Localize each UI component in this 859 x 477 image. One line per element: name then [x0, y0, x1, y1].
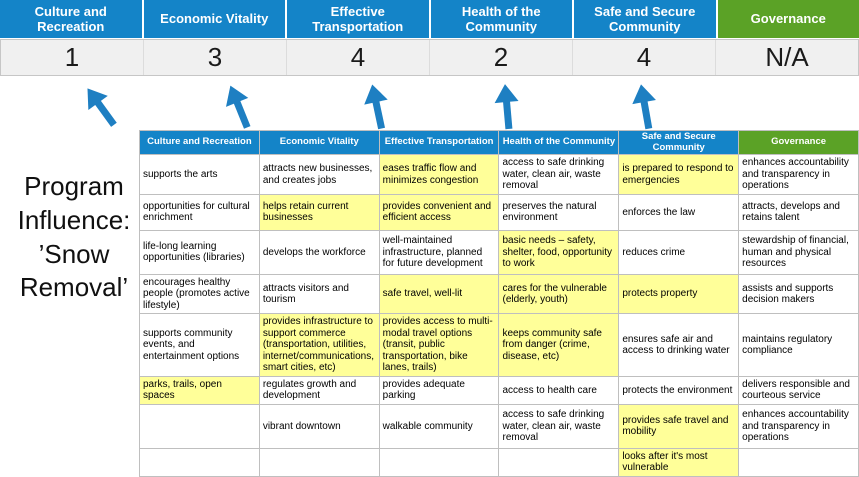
matrix-cell: cares for the vulnerable (elderly, youth…	[499, 274, 619, 314]
influence-arrow-culture	[75, 79, 127, 135]
pillar-score-health-of-the-community: 2	[430, 40, 573, 75]
matrix-cell-empty	[140, 404, 260, 448]
matrix-header-governance: Governance	[739, 131, 859, 155]
up-arrow-icon	[216, 79, 262, 135]
matrix-cell: opportunities for cultural enrichment	[140, 194, 260, 230]
matrix-row: life-long learning opportunities (librar…	[140, 230, 859, 274]
matrix-cell: assists and supports decision makers	[739, 274, 859, 314]
matrix-cell: access to safe drinking water, clean air…	[499, 404, 619, 448]
pillar-score-effective-transportation: 4	[287, 40, 430, 75]
matrix-cell: preserves the natural environment	[499, 194, 619, 230]
matrix-cell: attracts visitors and tourism	[259, 274, 379, 314]
matrix-cell: delivers responsible and courteous servi…	[739, 376, 859, 404]
influence-arrow-health	[490, 82, 524, 132]
matrix-cell-empty	[499, 448, 619, 476]
pillar-header-governance: Governance	[718, 0, 859, 38]
matrix-cell: protects the environment	[619, 376, 739, 404]
matrix-row: encourages healthy people (promotes acti…	[140, 274, 859, 314]
matrix-cell: looks after it's most vulnerable	[619, 448, 739, 476]
matrix-cell: is prepared to respond to emergencies	[619, 155, 739, 195]
matrix-cell: provides access to multi-modal travel op…	[379, 314, 499, 377]
influence-arrow-economic	[216, 79, 262, 135]
matrix-header-culture-and-recreation: Culture and Recreation	[140, 131, 260, 155]
up-arrow-icon	[626, 81, 664, 133]
pillar-header-health-of-the-community: Health of the Community	[431, 0, 573, 38]
matrix-cell: keeps community safe from danger (crime,…	[499, 314, 619, 377]
influence-arrow-transportation	[357, 80, 396, 133]
matrix-cell: develops the workforce	[259, 230, 379, 274]
matrix-row: supports community events, and entertain…	[140, 314, 859, 377]
influence-arrow-safety	[626, 81, 664, 133]
matrix-cell: parks, trails, open spaces	[140, 376, 260, 404]
up-arrow-icon	[75, 79, 127, 135]
matrix-header-safe-and-secure-community: Safe and Secure Community	[619, 131, 739, 155]
matrix-cell: supports the arts	[140, 155, 260, 195]
matrix-cell: basic needs – safety, shelter, food, opp…	[499, 230, 619, 274]
matrix-cell-empty	[140, 448, 260, 476]
matrix-cell-empty	[259, 448, 379, 476]
pillar-score-economic-vitality: 3	[144, 40, 287, 75]
matrix-cell: access to safe drinking water, clean air…	[499, 155, 619, 195]
matrix-cell: protects property	[619, 274, 739, 314]
matrix-cell: vibrant downtown	[259, 404, 379, 448]
matrix-cell: safe travel, well-lit	[379, 274, 499, 314]
matrix-cell: reduces crime	[619, 230, 739, 274]
pillar-header-safe-and-secure-community: Safe and Secure Community	[574, 0, 716, 38]
matrix-cell: provides adequate parking	[379, 376, 499, 404]
pillar-score-culture-and-recreation: 1	[1, 40, 144, 75]
matrix-cell: access to health care	[499, 376, 619, 404]
matrix-cell: eases traffic flow and minimizes congest…	[379, 155, 499, 195]
pillar-header-culture-and-recreation: Culture and Recreation	[0, 0, 142, 38]
matrix-cell: enhances accountability and transparency…	[739, 155, 859, 195]
matrix-cell-empty	[739, 448, 859, 476]
matrix-cell: provides infrastructure to support comme…	[259, 314, 379, 377]
up-arrow-icon	[490, 82, 524, 132]
matrix-cell: enforces the law	[619, 194, 739, 230]
matrix-cell: maintains regulatory compliance	[739, 314, 859, 377]
matrix-cell: encourages healthy people (promotes acti…	[140, 274, 260, 314]
pillar-score-safe-and-secure-community: 4	[573, 40, 716, 75]
matrix-header-economic-vitality: Economic Vitality	[259, 131, 379, 155]
matrix-cell: helps retain current businesses	[259, 194, 379, 230]
matrix-cell: attracts new businesses, and creates job…	[259, 155, 379, 195]
matrix-cell: supports community events, and entertain…	[140, 314, 260, 377]
matrix-cell: provides convenient and efficient access	[379, 194, 499, 230]
pillar-header-effective-transportation: Effective Transportation	[287, 0, 429, 38]
up-arrow-icon	[357, 80, 396, 133]
matrix-cell: stewardship of financial, human and phys…	[739, 230, 859, 274]
matrix-cell: life-long learning opportunities (librar…	[140, 230, 260, 274]
matrix-header-effective-transportation: Effective Transportation	[379, 131, 499, 155]
matrix-cell: regulates growth and development	[259, 376, 379, 404]
matrix-cell: well-maintained infrastructure, planned …	[379, 230, 499, 274]
pillar-score-governance: N/A	[716, 40, 858, 75]
matrix-header-health-of-the-community: Health of the Community	[499, 131, 619, 155]
matrix-cell: attracts, develops and retains talent	[739, 194, 859, 230]
matrix-cell: walkable community	[379, 404, 499, 448]
matrix-cell: enhances accountability and transparency…	[739, 404, 859, 448]
matrix-row: looks after it's most vulnerable	[140, 448, 859, 476]
pillar-header-economic-vitality: Economic Vitality	[144, 0, 286, 38]
matrix-cell: ensures safe air and access to drinking …	[619, 314, 739, 377]
matrix-cell-empty	[379, 448, 499, 476]
matrix-cell: provides safe travel and mobility	[619, 404, 739, 448]
program-title: Program Influence: ’Snow Removal’	[0, 170, 148, 305]
